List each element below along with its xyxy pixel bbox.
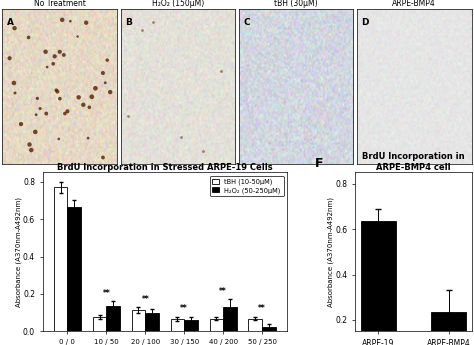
Point [6, 56, 13, 61]
Text: B: B [125, 18, 132, 27]
Title: tBH (30μM): tBH (30μM) [274, 0, 318, 8]
Point [85, 105, 93, 110]
Bar [132, 310, 146, 331]
Point [58, 17, 66, 23]
Bar [146, 313, 159, 331]
Legend: tBH (10-50μM), H₂O₂ (50-250μM): tBH (10-50μM), H₂O₂ (50-250μM) [210, 176, 283, 196]
Bar [248, 318, 262, 331]
Point [17, 121, 25, 127]
Point [49, 61, 57, 67]
Point [84, 135, 92, 141]
Text: C: C [243, 18, 250, 27]
Point [44, 64, 51, 70]
Bar [431, 312, 466, 345]
Text: D: D [362, 18, 369, 27]
Point [88, 94, 96, 99]
Text: **: ** [219, 287, 227, 296]
Point [43, 111, 50, 116]
Point [99, 155, 107, 160]
Point [55, 136, 63, 142]
Y-axis label: Absorbance (A370nm-A492nm): Absorbance (A370nm-A492nm) [328, 197, 334, 307]
Point [11, 26, 18, 31]
Bar [93, 317, 106, 331]
Point [25, 35, 32, 40]
Point [66, 18, 74, 24]
Text: **: ** [180, 305, 188, 314]
Point [91, 86, 99, 91]
Point [82, 20, 90, 26]
Bar [54, 187, 67, 331]
Point [31, 129, 39, 135]
Point [61, 111, 69, 116]
Point [56, 96, 64, 101]
Point [27, 147, 35, 153]
Bar [171, 319, 184, 331]
Point [51, 53, 58, 59]
Point [10, 80, 18, 86]
Point [124, 114, 132, 119]
Point [36, 106, 44, 111]
Point [106, 89, 114, 95]
Point [80, 102, 87, 108]
Point [42, 49, 49, 55]
Point [75, 95, 82, 100]
Point [199, 149, 207, 154]
Bar [223, 307, 237, 331]
Point [53, 87, 60, 93]
Point [56, 49, 64, 55]
Text: **: ** [102, 289, 110, 298]
Point [11, 90, 19, 96]
Text: F: F [315, 157, 323, 170]
Point [138, 28, 146, 33]
Point [74, 34, 82, 39]
Title: No Treatment: No Treatment [34, 0, 86, 8]
Title: BrdU Incorporation in
ARPE-BMP4 cell: BrdU Incorporation in ARPE-BMP4 cell [362, 152, 465, 172]
Point [218, 69, 225, 74]
Point [178, 134, 185, 140]
Point [54, 89, 61, 94]
Bar [210, 318, 223, 331]
Text: **: ** [258, 304, 266, 313]
Bar [361, 221, 396, 345]
Bar [262, 326, 276, 331]
Point [101, 80, 109, 86]
Title: H₂O₂ (150μM): H₂O₂ (150μM) [152, 0, 204, 8]
Point [32, 112, 40, 118]
Point [34, 96, 41, 101]
Point [60, 52, 68, 58]
Text: **: ** [141, 295, 149, 304]
Point [150, 20, 157, 25]
Bar [184, 319, 198, 331]
Bar [106, 306, 120, 331]
Point [103, 57, 111, 63]
Bar [67, 207, 81, 331]
Point [99, 70, 107, 76]
Point [64, 109, 71, 114]
Title: ARPE-BMP4: ARPE-BMP4 [392, 0, 436, 8]
Y-axis label: Absorbance (A370nm-A492nm): Absorbance (A370nm-A492nm) [15, 197, 21, 307]
Text: A: A [7, 18, 14, 27]
Title: BrdU Incorporation in Stressed ARPE-19 Cells: BrdU Incorporation in Stressed ARPE-19 C… [57, 163, 273, 172]
Point [26, 142, 33, 147]
